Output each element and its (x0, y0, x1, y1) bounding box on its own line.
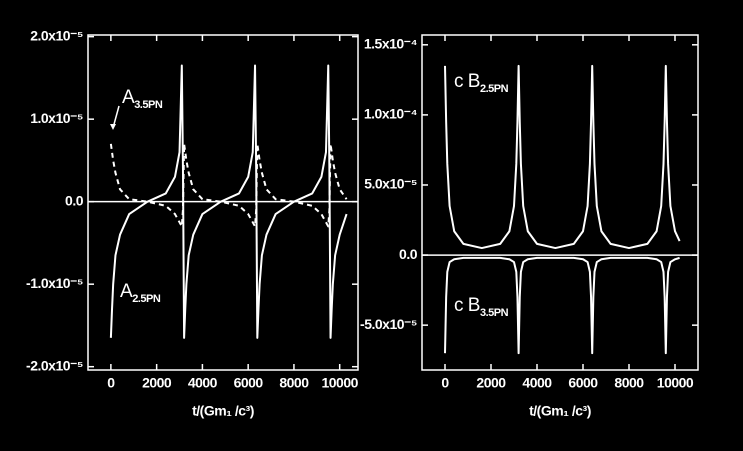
annotation-subscript: 2.5PN (132, 293, 161, 305)
annotation-subscript: 3.5PN (134, 99, 163, 111)
y-tick-label: 5.0x10⁻⁵ (364, 176, 417, 192)
y-tick-label: 1.0x10⁻⁴ (364, 106, 418, 122)
y-tick-label: 1.0x10⁻⁵ (30, 110, 83, 126)
annotation-arrowhead (110, 124, 116, 130)
annotation: A3.5PN (122, 87, 163, 111)
x-tick-label: 4000 (188, 375, 218, 391)
x-axis-label: t/(Gm₁ /c³) (529, 403, 591, 419)
series-line (109, 64, 348, 339)
x-tick-label: 2000 (476, 375, 506, 391)
annotation-text: A (122, 87, 135, 108)
x-tick-label: 4000 (522, 375, 552, 391)
plot-frame (421, 34, 699, 371)
y-tick-label: 2.0x10⁻⁵ (30, 27, 83, 43)
x-tick-label: 2000 (142, 375, 172, 391)
annotation-text: c B (454, 71, 480, 92)
x-tick-label: 10000 (321, 375, 358, 391)
annotation: c B3.5PN (454, 295, 509, 319)
x-tick-label: 0 (441, 375, 449, 391)
annotation-subscript: 2.5PN (480, 83, 509, 95)
x-axis-label: t/(Gm₁ /c³) (192, 403, 254, 419)
series-line (109, 142, 348, 228)
annotation: A2.5PN (120, 281, 161, 305)
x-tick-label: 0 (107, 375, 115, 391)
y-tick-label: -1.0x10⁻⁵ (26, 275, 83, 291)
series-line (444, 64, 681, 250)
x-tick-label: 6000 (234, 375, 264, 391)
y-tick-label: -5.0x10⁻⁵ (360, 316, 417, 332)
y-tick-label: -2.0x10⁻⁵ (26, 357, 83, 373)
x-tick-label: 10000 (657, 375, 694, 391)
x-tick-label: 8000 (279, 375, 309, 391)
x-tick-label: 8000 (614, 375, 644, 391)
annotation-subscript: 3.5PN (480, 307, 509, 319)
y-tick-label: 1.5x10⁻⁴ (364, 36, 418, 52)
plot-frame (87, 34, 359, 371)
y-tick-label: 0.0 (65, 192, 84, 208)
series-line (444, 256, 680, 355)
annotation-text: c B (454, 295, 480, 316)
annotation: c B2.5PN (454, 71, 509, 95)
annotation-text: A (120, 281, 133, 302)
x-tick-label: 6000 (568, 375, 598, 391)
y-tick-label: 0.0 (399, 246, 418, 262)
